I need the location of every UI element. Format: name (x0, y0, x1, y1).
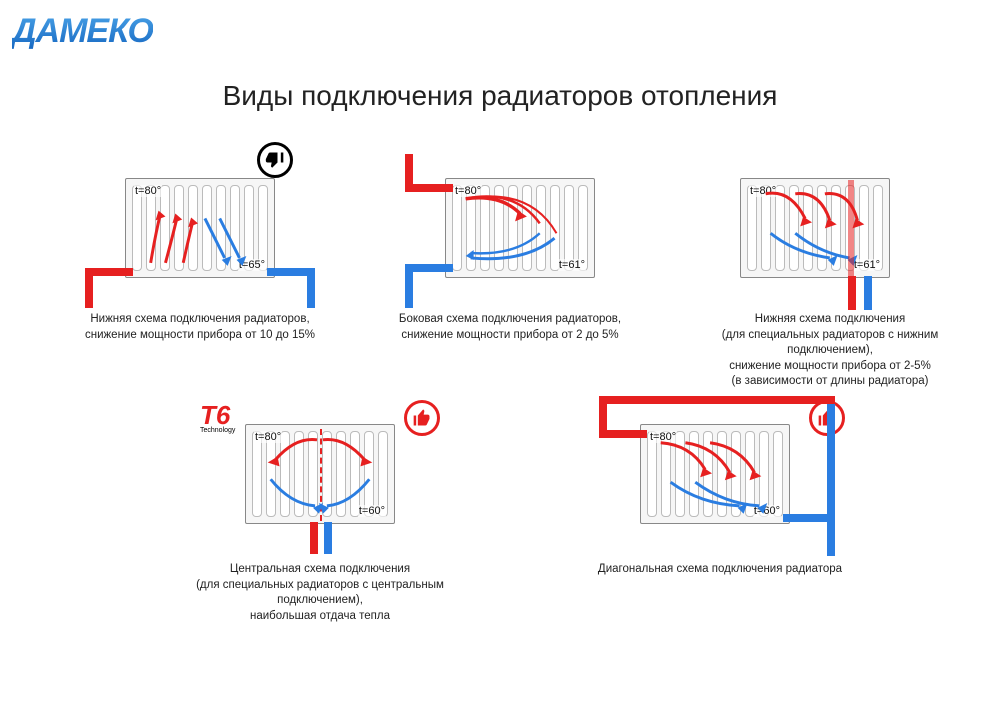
radiator: t=80° t=60° (640, 424, 790, 524)
flow-arrows (446, 179, 594, 278)
radiator: t=80° t=61° (740, 178, 890, 278)
scheme-caption: Диагональная схема подключения радиатора (560, 562, 880, 578)
flow-arrows (246, 425, 394, 524)
radiator: t=80° t=65° (125, 178, 275, 278)
t6-logo: T6Technology (200, 400, 235, 434)
page-title: Виды подключения радиаторов отопления (0, 80, 1000, 112)
pipe-hot (848, 180, 854, 278)
scheme-diagonal: t=80° t=60° (560, 400, 880, 578)
flow-arrows (126, 179, 274, 278)
pipe-hot (599, 396, 835, 404)
flow-arrows (741, 179, 889, 278)
pipe-hot (848, 276, 856, 310)
pipe-hot (85, 268, 93, 308)
pipe-hot (405, 154, 413, 192)
pipe-hot (310, 522, 318, 554)
radiator: t=80° t=60° (245, 424, 395, 524)
scheme-caption: Нижняя схема подключения радиаторов, сни… (70, 312, 330, 343)
scheme-side: t=80° t=61° Боковая схема подключения ра… (380, 160, 640, 343)
pipe-cold (405, 264, 413, 308)
thumb-down-icon (257, 142, 293, 178)
scheme-bottom-special: t=80° t=61° Н (690, 160, 970, 390)
diagram-grid: t=80° t=65° Н (0, 150, 1000, 670)
pipe-cold (324, 522, 332, 554)
brand-logo: ДАМЕКО (12, 12, 153, 51)
scheme-caption: Нижняя схема подключения (для специальны… (690, 312, 970, 390)
pipe-cold (827, 396, 835, 556)
scheme-bottom: t=80° t=65° Н (70, 160, 330, 343)
radiator: t=80° t=61° (445, 178, 595, 278)
scheme-caption: Боковая схема подключения радиаторов, сн… (380, 312, 640, 343)
scheme-central: T6Technology t=80° t=60° (160, 400, 480, 624)
pipe-cold (307, 268, 315, 308)
pipe-cold (864, 276, 872, 310)
flow-arrows (641, 425, 789, 524)
scheme-caption: Центральная схема подключения (для специ… (160, 562, 480, 624)
thumb-up-icon (404, 400, 440, 436)
